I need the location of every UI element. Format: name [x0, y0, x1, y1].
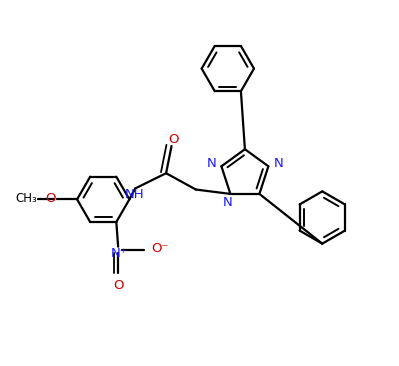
Text: N: N: [223, 197, 232, 209]
Text: O⁻: O⁻: [151, 242, 168, 255]
Text: N: N: [274, 157, 283, 170]
Text: N⁺: N⁺: [111, 247, 127, 260]
Text: N: N: [206, 157, 216, 170]
Text: O: O: [113, 279, 123, 292]
Text: O: O: [45, 193, 56, 205]
Text: CH₃: CH₃: [15, 193, 37, 205]
Text: NH: NH: [124, 188, 144, 202]
Text: O: O: [168, 133, 179, 146]
